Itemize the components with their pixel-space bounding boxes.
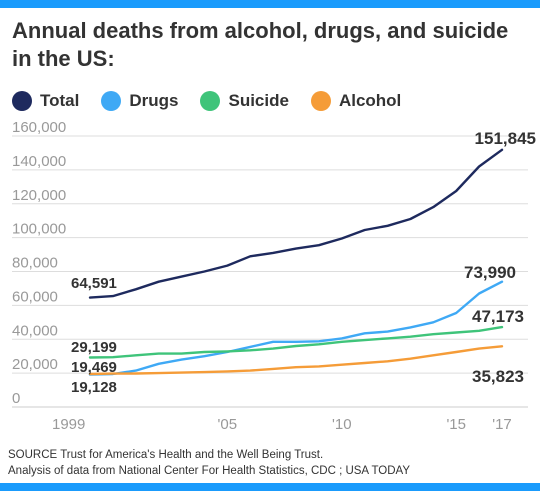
legend-label-suicide: Suicide [228,91,289,110]
start-label-drugs: 19,128 [71,379,117,396]
y-tick-label-100000: 100,000 [12,221,66,238]
source-line-1: SOURCE Trust for America's Health and th… [8,449,324,461]
series-line-total [88,148,504,299]
x-tick-label-2015: '15 [446,416,466,433]
x-tick-label-2005: '05 [218,416,238,433]
top-accent-bar [0,0,540,8]
start-label-alcohol: 19,469 [71,359,117,376]
y-tick-label-140000: 140,000 [12,153,66,170]
legend-swatch-alcohol [310,91,331,111]
legend-swatch-suicide [200,91,221,111]
y-tick-label-20000: 20,000 [12,356,58,373]
series-line-suicide [88,325,504,359]
end-label-alcohol: 35,823 [472,367,524,386]
end-label-drugs: 73,990 [464,263,516,282]
series-line-drugs [88,280,504,376]
legend-label-total: Total [40,91,80,110]
legend-item-total: Total [12,91,79,111]
bottom-accent-bar [0,483,540,491]
source-line-2: Analysis of data from National Center Fo… [8,465,411,477]
y-tick-label-60000: 60,000 [12,288,58,305]
end-label-suicide: 47,173 [472,307,524,326]
y-tick-label-80000: 80,000 [12,255,58,272]
legend: Total Drugs Suicide Alcohol [12,88,423,114]
legend-label-alcohol: Alcohol [338,91,402,110]
legend-item-alcohol: Alcohol [310,91,402,111]
chart-title: Annual deaths from alcohol, drugs, and s… [12,18,509,71]
y-tick-label-120000: 120,000 [12,187,66,204]
legend-swatch-total [12,91,32,111]
start-label-suicide: 29,199 [71,339,117,356]
end-label-total: 151,845 [475,129,536,148]
x-tick-label-2010: '10 [332,416,352,433]
legend-item-drugs: Drugs [101,91,178,111]
y-tick-label-0: 0 [12,390,20,407]
y-tick-label-40000: 40,000 [12,322,58,339]
start-label-total: 64,591 [71,275,117,292]
line-chart: 0 20,000 40,000 60,000 80,000 100,000 120,000 1… [12,119,536,433]
legend-item-suicide: Suicide [200,91,289,111]
y-tick-label-160000: 160,000 [12,119,66,136]
x-tick-label-1999: 1999 [52,416,85,433]
series-line-alcohol [88,345,504,376]
x-tick-label-2017: '17 [492,416,512,433]
legend-label-drugs: Drugs [129,91,179,110]
legend-swatch-drugs [101,91,122,111]
source-note: SOURCE Trust for America's Health and th… [8,447,528,479]
